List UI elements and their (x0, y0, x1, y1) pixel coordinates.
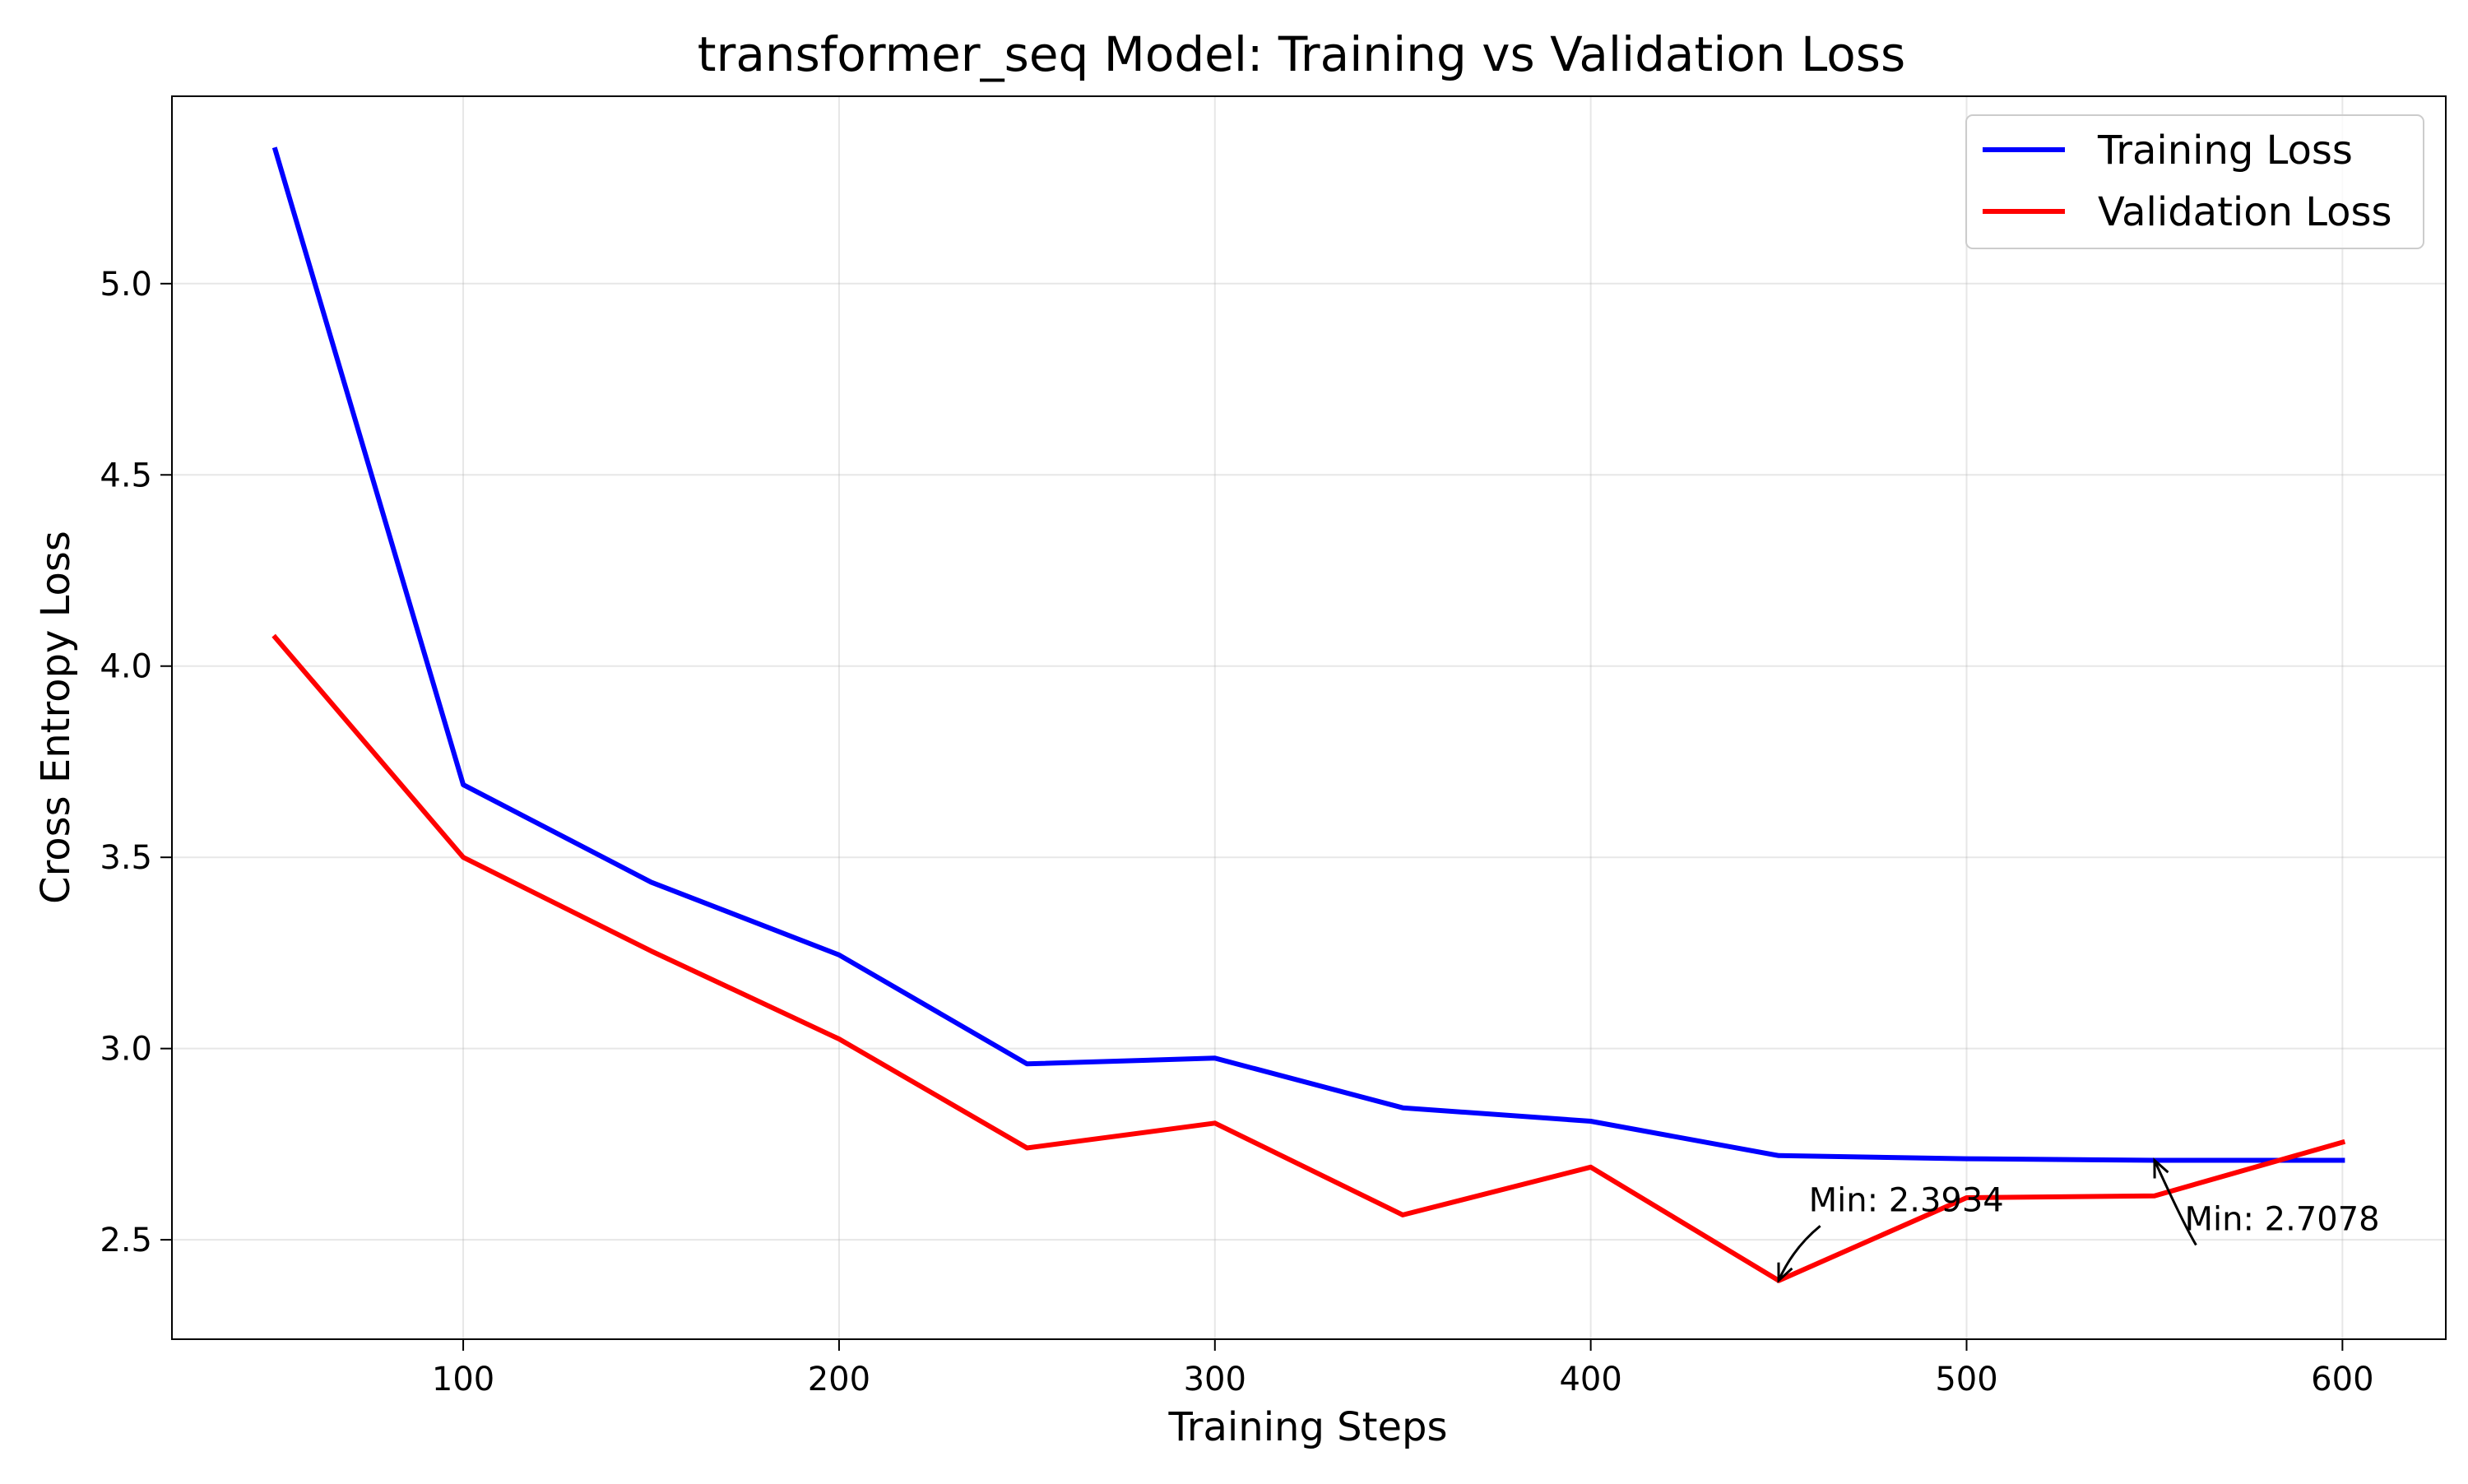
x-tick-label: 400 (1559, 1361, 1621, 1398)
plot-area-frame (171, 95, 2447, 1340)
chart-title: transformer_seq Model: Training vs Valid… (698, 26, 1905, 82)
x-axis-label: Training Steps (1168, 1404, 1448, 1450)
legend-box (1965, 114, 2424, 249)
x-tick-label: 100 (432, 1361, 494, 1398)
y-tick-label: 4.0 (100, 648, 152, 686)
y-tick-label: 4.5 (100, 457, 152, 494)
series-line-training-loss (271, 146, 2345, 1163)
legend: Training Loss Validation Loss (1965, 114, 2424, 249)
legend-label: Training Loss (2097, 128, 2353, 174)
y-tick-label: 3.5 (100, 839, 152, 877)
annotation-label: Min: 2.3934 (1809, 1181, 2004, 1219)
x-tick-label: 500 (1935, 1361, 1997, 1398)
y-tick-label: 3.0 (100, 1031, 152, 1069)
annotation-arrowhead (1777, 1262, 1793, 1284)
y-axis-label: Cross Entropy Loss (33, 531, 79, 904)
series-line-validation-loss (271, 633, 2346, 1283)
x-tick-label: 300 (1184, 1361, 1246, 1398)
annotations: Min: 2.3934 Min: 2.7078 (1777, 1157, 2380, 1284)
y-tick-label: 2.5 (100, 1222, 152, 1259)
legend-label: Validation Loss (2098, 189, 2392, 235)
grid (172, 96, 2446, 1339)
y-tick-label: 5.0 (100, 266, 152, 304)
x-tick-label: 200 (808, 1361, 870, 1398)
annotation-arrow (1777, 1225, 1821, 1282)
annotation-arrowhead (2153, 1157, 2169, 1179)
annotation-label: Min: 2.7078 (2184, 1200, 2379, 1238)
x-tick-label: 600 (2311, 1361, 2373, 1398)
axis-ticks: 100 200 300 400 500 600 2.5 3.0 3.5 4.0 4.5 5.0 (100, 266, 2373, 1398)
series-lines (271, 146, 2346, 1283)
annotation-arrow (2153, 1159, 2197, 1246)
